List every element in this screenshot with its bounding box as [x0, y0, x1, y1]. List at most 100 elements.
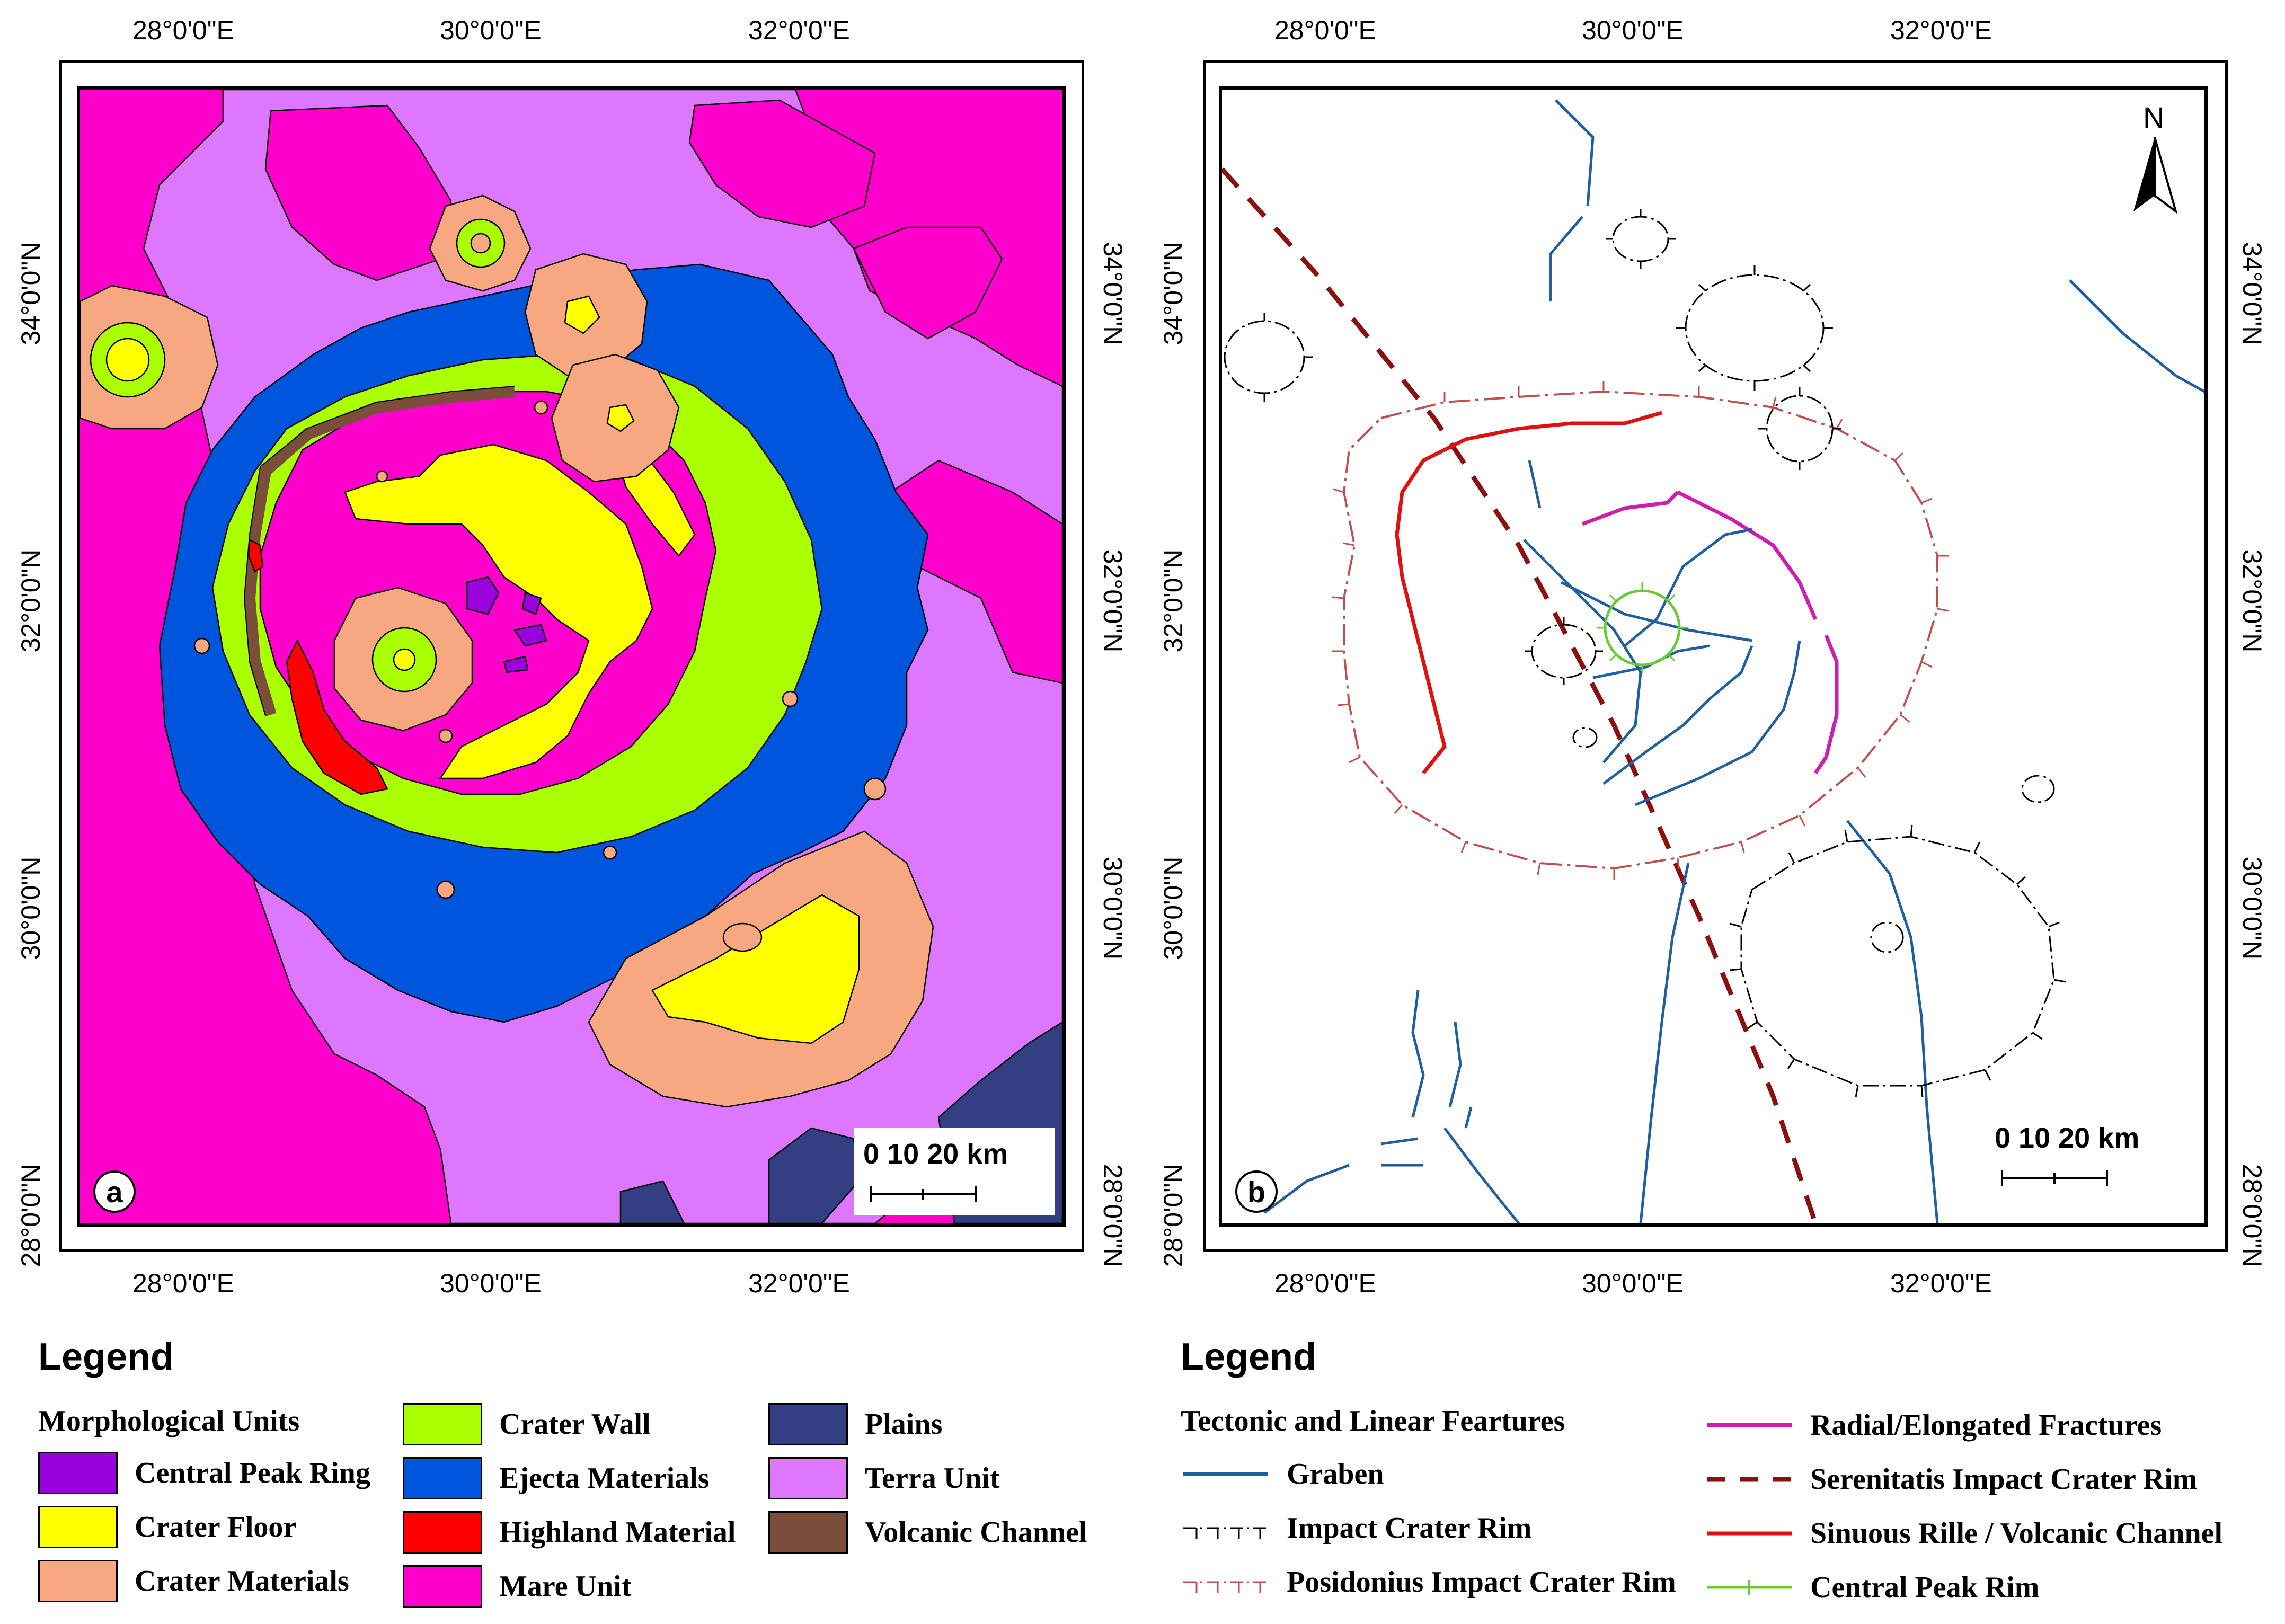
- graben-lines: [1263, 99, 2204, 1223]
- sinuous-rille: [1395, 411, 1662, 775]
- legend-b-title: Legend: [1181, 1336, 1317, 1378]
- panel-b-label: b: [1235, 1170, 1278, 1213]
- legend-label-volcanic-channel: Volcanic Channel: [865, 1516, 1087, 1549]
- legend-label-ejecta-materials: Ejecta Materials: [499, 1462, 710, 1495]
- central-peak-rim: [1604, 589, 1681, 667]
- panel-b-right-lat-2: 32°0'0"N: [2237, 549, 2267, 653]
- legend-symbol-central-peak-rim: [1707, 1580, 1792, 1595]
- legend-label-crater-floor: Crater Floor: [135, 1511, 297, 1543]
- panel-a-scale-text: 0 10 20 km: [863, 1138, 1008, 1170]
- small-crater-2: [782, 690, 799, 707]
- legend-posidonius-rim: Posidonius Impact Crater Rim: [1181, 1561, 1676, 1603]
- mare-north-patch: [264, 104, 452, 281]
- legend-swatch-ejecta-materials: [403, 1457, 482, 1499]
- panel-a-scale-bar: 0 10 20 km: [854, 1128, 1055, 1215]
- panel-b-scale-bar: 0 10 20 km: [1985, 1112, 2186, 1205]
- panel-a-top-lon-1: 28°0'0"E: [132, 15, 234, 45]
- legend-central-peak-rim: Central Peak Rim: [1704, 1566, 2039, 1609]
- panel-a-label: a: [93, 1170, 136, 1213]
- legend-label-graben: Graben: [1287, 1458, 1384, 1490]
- legend-label-terra-unit: Terra Unit: [865, 1462, 1000, 1495]
- panel-a-right-lat-4: 28°0'0"N: [1098, 1164, 1128, 1267]
- panel-b-bottom-lon-3: 32°0'0"E: [1890, 1268, 1992, 1298]
- plains-south-small: [619, 1180, 685, 1223]
- panel-b-top-lon-1: 28°0'0"E: [1274, 15, 1376, 45]
- volcanic-channel-outline: [243, 386, 515, 716]
- legend-crater-floor: Crater Floor: [38, 1506, 296, 1548]
- mare-northeast-patch: [688, 99, 876, 228]
- highland-material-small: [247, 539, 264, 573]
- central-peak-ring-2: [521, 592, 542, 615]
- legend-swatch-plains: [768, 1403, 848, 1445]
- small-crater-4: [438, 729, 453, 743]
- legend-label-central-peak-ring: Central Peak Ring: [135, 1457, 370, 1489]
- small-crater-3: [863, 777, 887, 801]
- legend-label-highland-material: Highland Material: [499, 1516, 736, 1549]
- panel-a-top-lon-2: 30°0'0"E: [440, 15, 542, 45]
- panel-a-map: a 0 10 20 km: [77, 86, 1066, 1227]
- crater-west-floor: [105, 338, 150, 382]
- legend-crater-wall: Crater Wall: [403, 1403, 651, 1445]
- small-crater-7: [534, 400, 548, 415]
- legend-label-crater-wall: Crater Wall: [499, 1408, 651, 1441]
- legend-plains: Plains: [768, 1403, 942, 1445]
- legend-volcanic-channel: Volcanic Channel: [768, 1511, 1087, 1554]
- panel-a-top-lon-3: 32°0'0"E: [748, 15, 850, 45]
- legend-impact-crater-rim: Impact Crater Rim: [1181, 1507, 1531, 1549]
- legend-label-impact-crater-rim: Impact Crater Rim: [1287, 1512, 1532, 1545]
- central-peak-ring-1: [466, 576, 500, 615]
- small-crater-1: [193, 637, 210, 654]
- legend-label-crater-materials: Crater Materials: [135, 1565, 349, 1598]
- radial-fracture-2: [1814, 634, 1839, 774]
- small-crater-8: [376, 470, 388, 483]
- panel-b-left-lat-1: 34°0'0"N: [1158, 242, 1188, 345]
- panel-a-scale-line: [870, 1186, 977, 1202]
- legend-symbol-posidonius-rim: [1183, 1581, 1268, 1593]
- panel-a-right-lat-3: 30°0'0"N: [1098, 856, 1128, 960]
- legend-symbol-serenitatis-rim: [1707, 1477, 1792, 1482]
- panel-a-left-lat-4: 28°0'0"N: [16, 1164, 46, 1267]
- radial-fracture-1: [1581, 490, 1818, 620]
- central-peak-rim-ticks: [1597, 582, 1688, 673]
- panel-a-bottom-lon-2: 30°0'0"E: [440, 1268, 542, 1298]
- mare-east-patch: [853, 226, 1003, 340]
- legend-swatch-crater-materials: [38, 1560, 118, 1602]
- legend-serenitatis-rim: Serenitatis Impact Crater Rim: [1704, 1458, 2197, 1501]
- panel-b-bottom-lon-1: 28°0'0"E: [1274, 1268, 1376, 1298]
- legend-ejecta-materials: Ejecta Materials: [403, 1457, 709, 1499]
- legend-central-peak-ring: Central Peak Ring: [38, 1452, 370, 1494]
- panel-b-top-lon-2: 30°0'0"E: [1582, 15, 1684, 45]
- panel-b-map: N b 0 10 20 km: [1219, 86, 2208, 1227]
- panel-b-top-lon-3: 32°0'0"E: [1890, 15, 1992, 45]
- panel-a-left-lat-3: 30°0'0"N: [16, 856, 46, 960]
- panel-a-bottom-lon-1: 28°0'0"E: [132, 1268, 234, 1298]
- legend-label-sinuous-rille: Sinuous Rille / Volcanic Channel: [1810, 1517, 2223, 1550]
- panel-a-left-lat-2: 32°0'0"N: [16, 549, 46, 653]
- panel-b-right-lat-1: 34°0'0"N: [2237, 242, 2267, 345]
- small-crater-6: [603, 845, 617, 860]
- panel-a-bottom-lon-3: 32°0'0"E: [748, 1268, 850, 1298]
- small-crater-5: [436, 880, 455, 899]
- legend-mare-unit: Mare Unit: [403, 1565, 631, 1608]
- legend-swatch-mare-unit: [403, 1565, 482, 1608]
- highland-material: [286, 639, 388, 795]
- crater-north-2-floor: [564, 295, 600, 334]
- legend-radial-fractures: Radial/Elongated Fractures: [1704, 1404, 2162, 1446]
- panel-a-right-lat-2: 32°0'0"N: [1098, 549, 1128, 653]
- panel-b-left-lat-2: 32°0'0"N: [1158, 549, 1188, 653]
- north-label: N: [2143, 101, 2165, 134]
- legend-label-central-peak-rim: Central Peak Rim: [1810, 1571, 2040, 1604]
- north-arrow-icon: [2133, 137, 2178, 215]
- crater-north-3-floor: [606, 404, 635, 432]
- legend-a-subtitle: Morphological Units: [38, 1405, 300, 1437]
- serenitatis-rim: [1222, 167, 1818, 1223]
- legend-label-plains: Plains: [865, 1408, 943, 1441]
- legend-label-radial-fractures: Radial/Elongated Fractures: [1810, 1409, 2162, 1442]
- legend-b-subtitle: Tectonic and Linear Feartures: [1181, 1405, 1565, 1437]
- crater-north-1-floor: [470, 233, 491, 254]
- legend-symbol-impact-crater-rim: [1183, 1527, 1268, 1539]
- legend-swatch-terra-unit: [768, 1457, 848, 1499]
- legend-graben: Graben: [1181, 1453, 1384, 1495]
- tectonic-map: [1222, 99, 2204, 1223]
- impact-crater-ticks: [1263, 209, 2066, 1098]
